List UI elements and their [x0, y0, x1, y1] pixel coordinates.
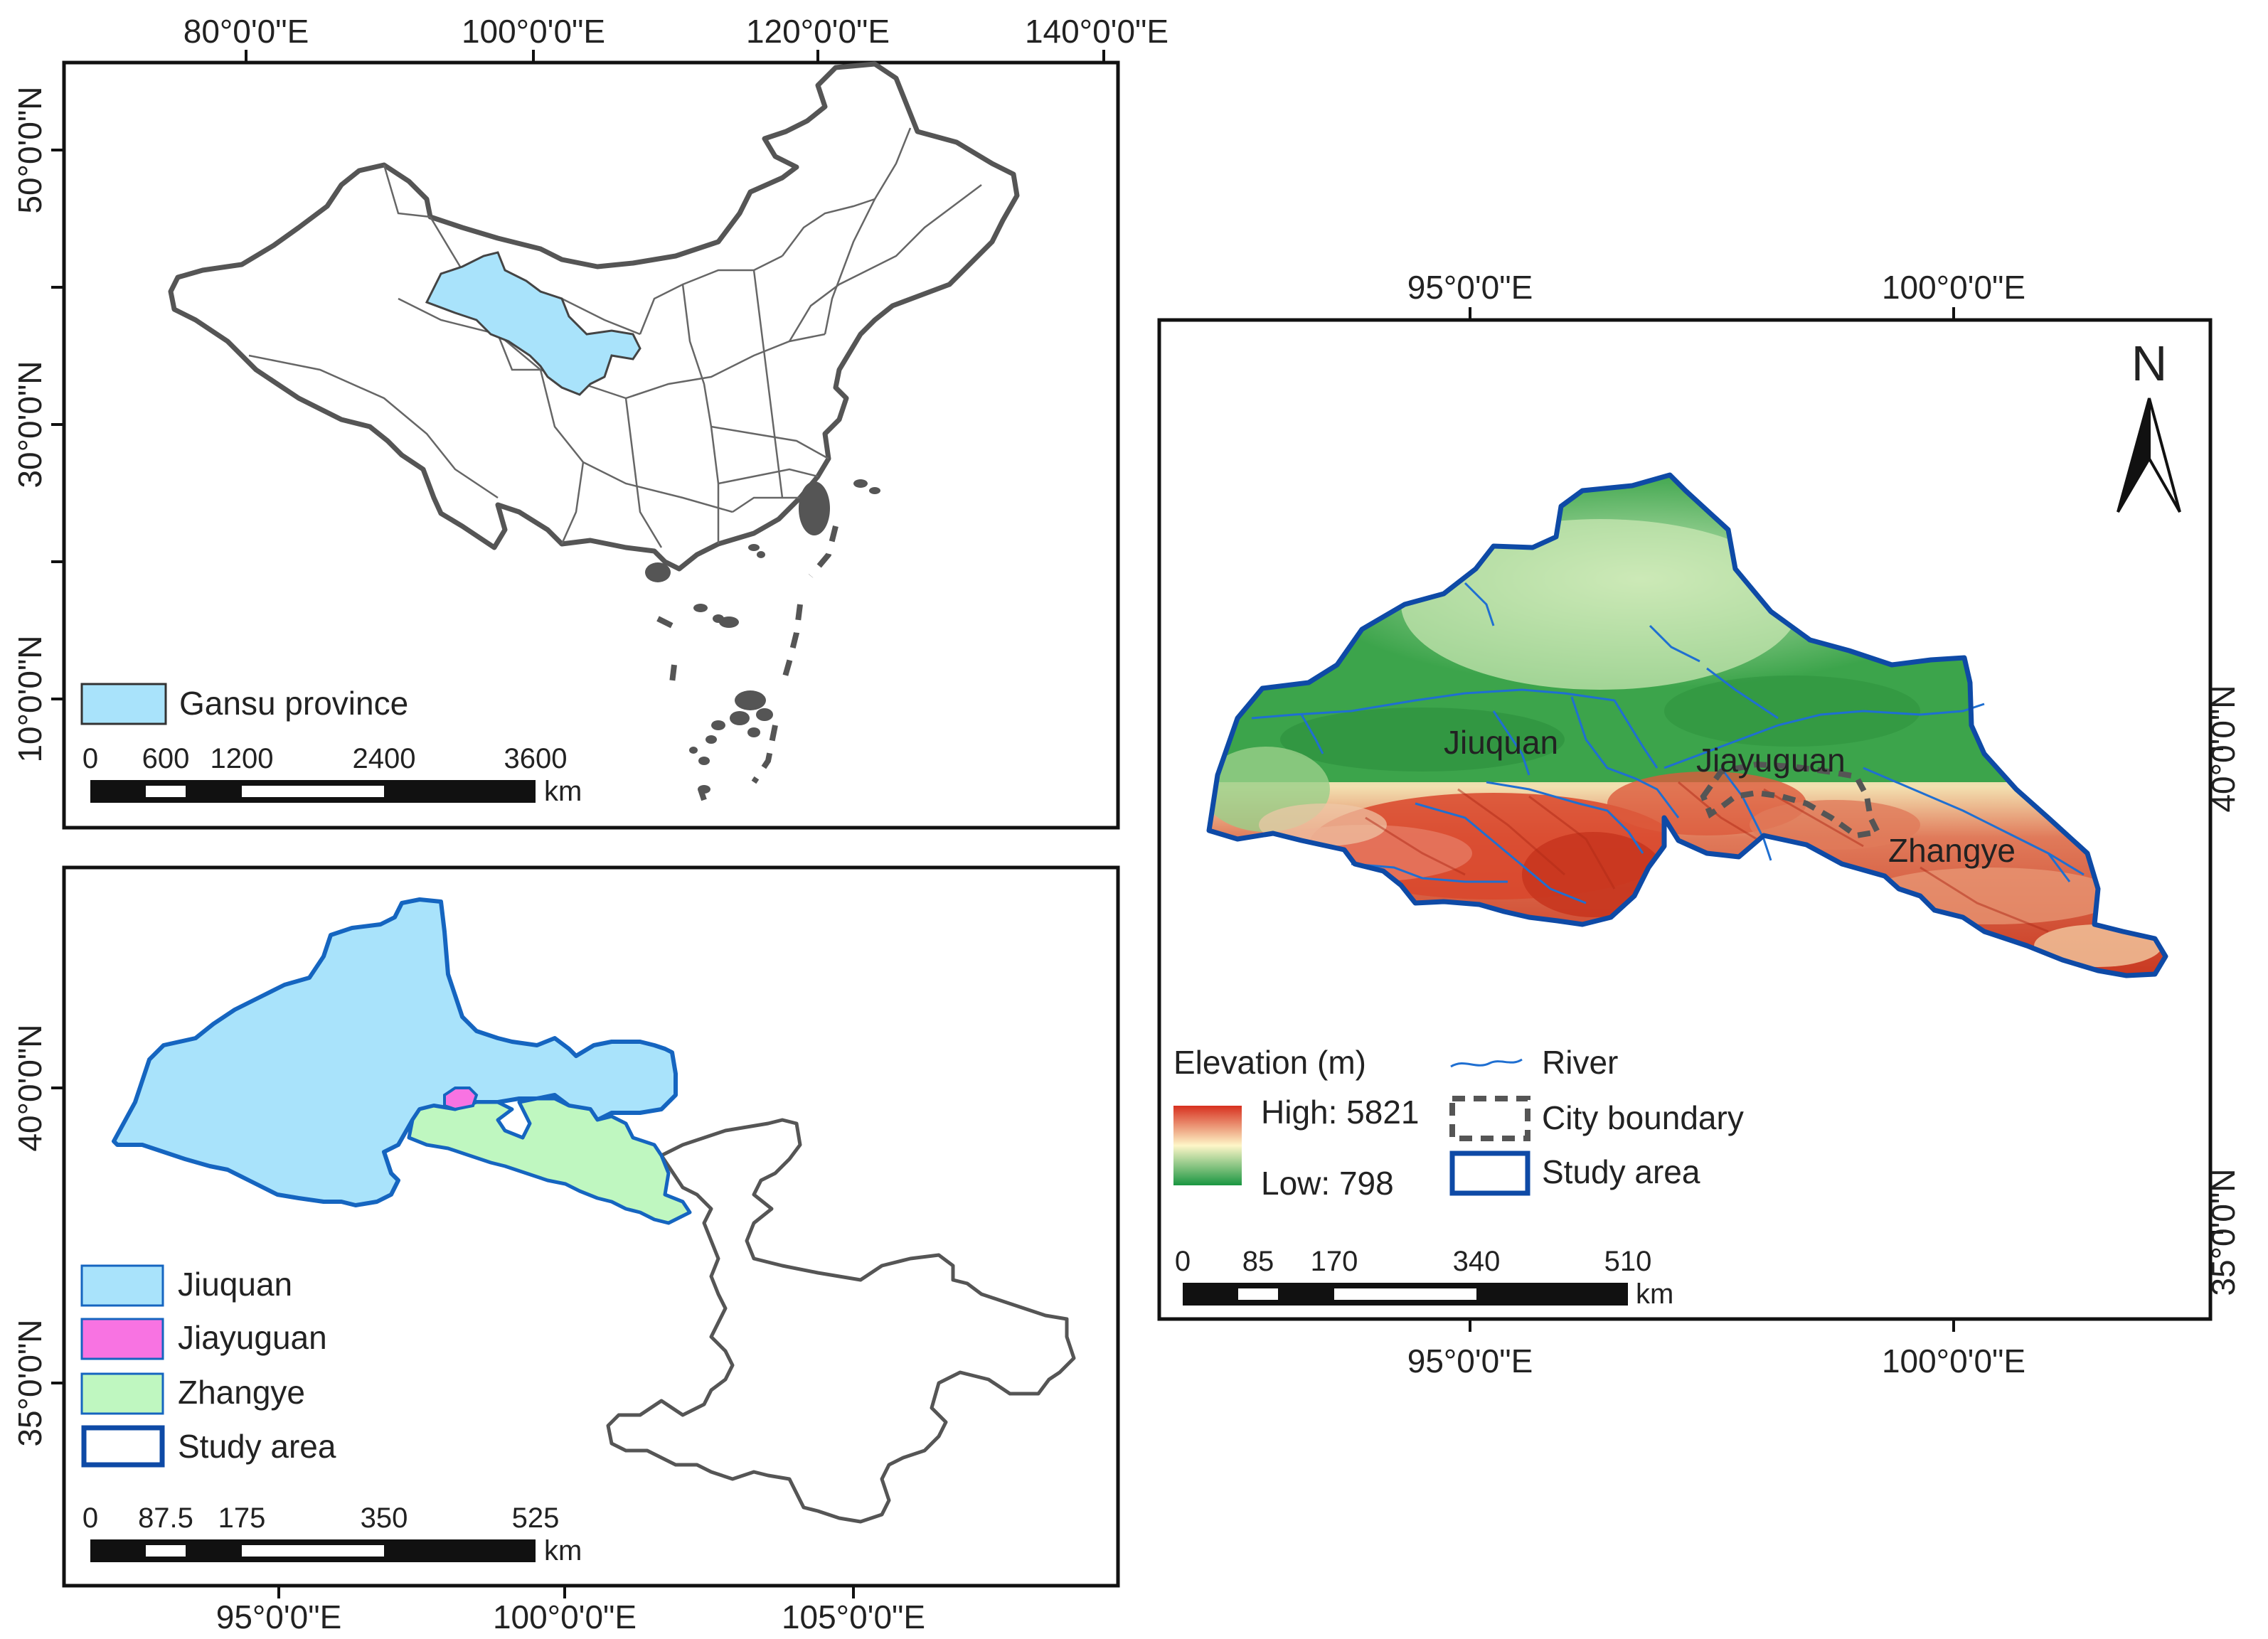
legend-label-jiayuguan: Jiayuguan	[178, 1319, 327, 1356]
gansu-rest-outline	[606, 1118, 1076, 1524]
gansu-lat-label-1: 40°0'0"N	[11, 1024, 48, 1151]
china-outline	[168, 61, 1020, 572]
place-label-zhangye: Zhangye	[1888, 832, 2016, 869]
legend-label-zhangye: Zhangye	[178, 1374, 305, 1411]
gansu-highlight	[425, 251, 641, 396]
jiayuguan-region	[443, 1087, 479, 1111]
elevation-gradient-swatch	[1173, 1106, 1242, 1185]
place-label-jiayuguan: Jiayuguan	[1696, 742, 1846, 779]
river-legend-symbol	[1450, 1058, 1523, 1068]
china-lon-label-4: 140°0'0"E	[1025, 13, 1168, 50]
study-scale-tick-2: 170	[1311, 1246, 1358, 1277]
legend-label-jiuquan: Jiuquan	[178, 1266, 292, 1303]
gansu-scale-tick-2: 175	[218, 1502, 266, 1534]
gansu-scale-bar	[90, 1539, 536, 1562]
province-boundaries	[248, 127, 982, 548]
place-label-jiuquan: Jiuquan	[1444, 724, 1558, 761]
north-arrow-icon	[2117, 397, 2181, 513]
jiayuguan-city-boundary	[1700, 761, 1882, 839]
study-top-lon-1: 95°0'0"E	[1407, 269, 1533, 306]
legend-swatch-study-area	[81, 1425, 165, 1468]
china-scale-tick-0: 0	[82, 743, 98, 774]
study-bottom-lon-1: 95°0'0"E	[1407, 1342, 1533, 1379]
study-scale-tick-3: 340	[1453, 1246, 1501, 1277]
study-area-outline	[1206, 472, 2168, 978]
elevation-low-label: Low: 798	[1261, 1165, 1394, 1202]
legend-swatch-jiuquan	[80, 1264, 164, 1307]
gansu-legend-swatch	[80, 683, 167, 725]
study-area-panel: 95°0'0"E 100°0'0"E 95°0'0"E 100°0'0"E 40…	[1157, 269, 2242, 1379]
legend-swatch-jiayuguan	[80, 1318, 164, 1360]
nine-dash-line	[656, 525, 838, 801]
china-scale-tick-1: 600	[142, 743, 190, 774]
legend-swatch-zhangye	[80, 1372, 164, 1415]
city-boundary-legend-symbol	[1449, 1096, 1530, 1141]
gansu-lon-label-1: 95°0'0"E	[216, 1598, 342, 1635]
china-lat-label-3: 10°0'0"N	[11, 635, 48, 762]
china-lon-label-2: 100°0'0"E	[462, 13, 605, 50]
china-scale-tick-2: 1200	[211, 743, 274, 774]
china-map-panel: 80°0'0"E 100°0'0"E 120°0'0"E 140°0'0"E 5…	[11, 13, 1168, 830]
city-boundary-legend-label: City boundary	[1542, 1099, 1744, 1136]
gansu-lon-label-3: 105°0'0"E	[782, 1598, 925, 1635]
southern-islands	[645, 479, 880, 794]
china-lat-label-1: 50°0'0"N	[11, 86, 48, 213]
study-top-lon-2: 100°0'0"E	[1882, 269, 2025, 306]
jiuquan-region	[112, 897, 678, 1207]
china-lon-label-1: 80°0'0"E	[183, 13, 309, 50]
legend-label-study-area: Study area	[178, 1428, 336, 1465]
study-scale-tick-4: 510	[1604, 1246, 1652, 1277]
china-scale-tick-4: 3600	[504, 743, 568, 774]
rivers	[1251, 582, 2085, 904]
china-scale-tick-3: 2400	[353, 743, 416, 774]
gansu-lon-label-2: 100°0'0"E	[493, 1598, 637, 1635]
gansu-scale-tick-0: 0	[82, 1502, 98, 1534]
gansu-lat-label-2: 35°0'0"N	[11, 1319, 48, 1446]
elevation-legend-title: Elevation (m)	[1173, 1044, 1366, 1081]
gansu-map-panel: 95°0'0"E 100°0'0"E 105°0'0"E 40°0'0"N 35…	[11, 865, 1120, 1635]
china-lat-label-2: 30°0'0"N	[11, 361, 48, 488]
gansu-scale-tick-1: 87.5	[138, 1502, 193, 1534]
north-label: N	[2131, 336, 2168, 391]
china-lon-label-3: 120°0'0"E	[746, 13, 890, 50]
study-area-legend-symbol	[1449, 1150, 1530, 1196]
study-scale-tick-1: 85	[1242, 1246, 1274, 1277]
study-scale-unit: km	[1636, 1278, 1673, 1310]
gansu-scale-unit: km	[544, 1535, 582, 1566]
gansu-scale-tick-4: 525	[512, 1502, 560, 1534]
china-scale-unit: km	[544, 776, 582, 807]
study-scale-bar	[1183, 1283, 1628, 1306]
study-area-legend-label: Study area	[1542, 1153, 1700, 1190]
gansu-scale-tick-3: 350	[361, 1502, 408, 1534]
gansu-legend-label: Gansu province	[179, 685, 408, 722]
study-scale-tick-0: 0	[1175, 1246, 1191, 1277]
china-scale-bar	[90, 780, 536, 803]
study-bottom-lon-2: 100°0'0"E	[1882, 1342, 2025, 1379]
study-lat-label-1: 40°0'0"N	[2205, 685, 2242, 812]
study-lat-label-2: 35°0'0"N	[2205, 1168, 2242, 1296]
river-legend-label: River	[1542, 1044, 1618, 1081]
zhangye-region	[407, 1096, 692, 1225]
elevation-high-label: High: 5821	[1261, 1094, 1420, 1131]
gansu-panel-frame	[62, 865, 1120, 1588]
